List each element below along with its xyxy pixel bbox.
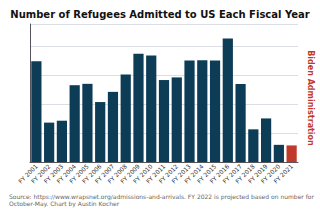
svg-text:FY 2011: FY 2011 — [144, 162, 167, 185]
svg-text:FY 2014: FY 2014 — [182, 162, 205, 185]
svg-text:October-May. Chart by Austin K: October-May. Chart by Austin Kocher — [9, 200, 120, 208]
svg-text:FY 2013: FY 2013 — [169, 162, 192, 185]
svg-text:FY 2004: FY 2004 — [55, 162, 78, 185]
svg-text:FY 2015: FY 2015 — [195, 162, 218, 185]
svg-text:FY 2007: FY 2007 — [93, 162, 116, 185]
svg-text:FY 2019: FY 2019 — [246, 162, 269, 185]
svg-text:FY 2006: FY 2006 — [80, 162, 103, 185]
svg-text:FY 2010: FY 2010 — [131, 162, 154, 185]
svg-text:FY 2016: FY 2016 — [208, 162, 231, 185]
svg-text:FY 2003: FY 2003 — [42, 162, 65, 185]
svg-text:FY 2005: FY 2005 — [67, 162, 90, 185]
svg-text:FY 2021: FY 2021 — [272, 162, 294, 184]
svg-text:FY 2002: FY 2002 — [29, 162, 52, 185]
svg-text:Source: https://www.wrapsnet.o: Source: https://www.wrapsnet.org/admissi… — [9, 193, 316, 200]
svg-text:FY 2001: FY 2001 — [16, 162, 39, 185]
svg-text:FY 2012: FY 2012 — [157, 162, 180, 185]
svg-text:FY 2009: FY 2009 — [118, 162, 141, 185]
svg-text:FY 2017: FY 2017 — [221, 162, 243, 185]
svg-text:FY 2018: FY 2018 — [233, 162, 256, 185]
svg-text:FY 2020: FY 2020 — [259, 162, 282, 185]
svg-text:FY 2008: FY 2008 — [106, 162, 129, 185]
svg-text:Biden Administration: Biden Administration — [306, 50, 315, 146]
svg-text:Number of Refugees Admitted to: Number of Refugees Admitted to US Each F… — [10, 9, 309, 20]
